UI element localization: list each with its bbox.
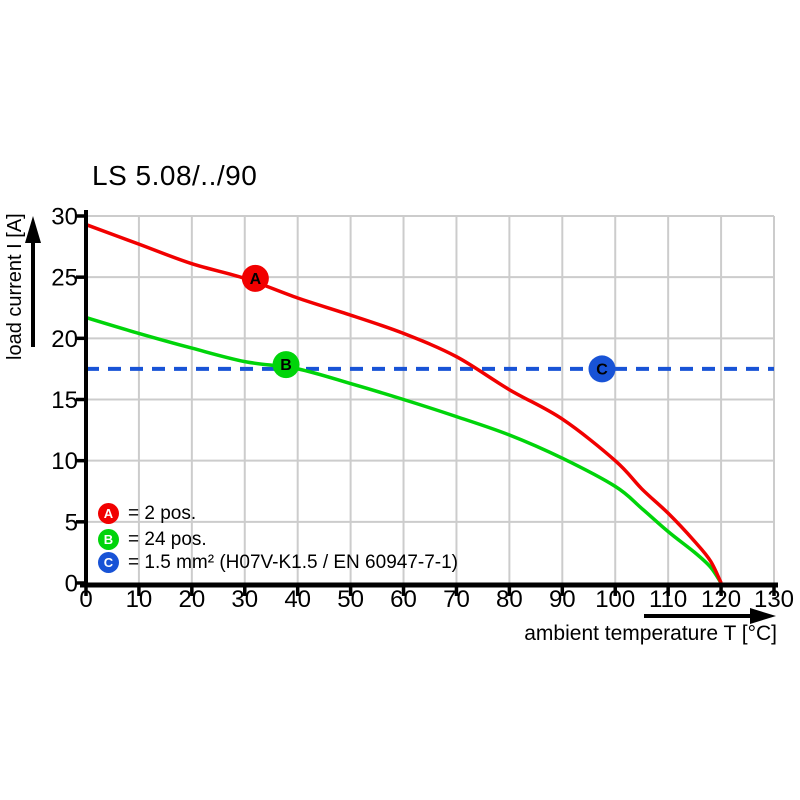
svg-text:B: B bbox=[280, 357, 292, 374]
x-tick-label: 120 bbox=[701, 586, 741, 613]
curve-b bbox=[85, 315, 723, 584]
page-title: LS 5.08/../90 bbox=[92, 160, 258, 191]
legend-label-b: = 24 pos. bbox=[128, 528, 207, 550]
legend-item-b: B = 24 pos. bbox=[98, 528, 207, 550]
legend-marker-c-icon: C bbox=[98, 551, 119, 573]
x-axis-label: ambient temperature T [°C] bbox=[524, 622, 777, 645]
curve-marker-b: B bbox=[272, 351, 300, 379]
y-axis-label: load current I [A] bbox=[4, 213, 26, 361]
y-tick-labels: 0 5 10 15 20 25 30 bbox=[51, 204, 84, 598]
x-tick-label: 110 bbox=[649, 586, 687, 613]
legend-marker-a-icon: A bbox=[98, 502, 119, 524]
x-axis-arrow bbox=[644, 608, 776, 624]
x-tick-label: 40 bbox=[284, 586, 311, 613]
axes bbox=[80, 210, 778, 588]
x-tick-label: 30 bbox=[231, 586, 258, 613]
x-tick-label: 70 bbox=[443, 586, 470, 613]
y-tick-label: 0 bbox=[65, 571, 78, 598]
curve-a bbox=[85, 222, 723, 584]
y-axis-arrow bbox=[25, 216, 41, 347]
y-tick-label: 30 bbox=[51, 204, 78, 231]
x-tick-label: 60 bbox=[390, 586, 417, 613]
x-tick-label: 50 bbox=[337, 586, 364, 613]
y-tick-label: 15 bbox=[51, 387, 78, 414]
legend-label-c: = 1.5 mm² (H07V-K1.5 / EN 60947-7-1) bbox=[128, 551, 459, 573]
svg-text:C: C bbox=[596, 361, 608, 378]
curve-marker-c: C bbox=[588, 355, 616, 383]
x-tick-label: 100 bbox=[595, 586, 635, 613]
legend-item-a: A = 2 pos. bbox=[98, 502, 196, 524]
y-tick-label: 20 bbox=[51, 326, 78, 353]
y-tick-label: 5 bbox=[65, 509, 78, 536]
x-tick-label: 0 bbox=[79, 586, 92, 613]
curve-marker-a: A bbox=[241, 264, 269, 292]
y-tick-label: 10 bbox=[51, 448, 78, 475]
x-tick-label: 10 bbox=[126, 586, 153, 613]
legend-item-c: C = 1.5 mm² (H07V-K1.5 / EN 60947-7-1) bbox=[98, 551, 458, 573]
x-tick-label: 130 bbox=[754, 586, 794, 613]
legend-marker-b-icon: B bbox=[98, 528, 119, 550]
x-tick-label: 20 bbox=[178, 586, 205, 613]
x-tick-labels: 0 10 20 30 40 50 60 70 80 90 100 110 120 130 bbox=[79, 586, 794, 613]
legend-label-a: = 2 pos. bbox=[128, 502, 197, 524]
y-tick-label: 25 bbox=[51, 265, 78, 292]
svg-text:A: A bbox=[250, 271, 262, 288]
x-tick-label: 90 bbox=[549, 586, 576, 613]
x-tick-label: 80 bbox=[496, 586, 523, 613]
